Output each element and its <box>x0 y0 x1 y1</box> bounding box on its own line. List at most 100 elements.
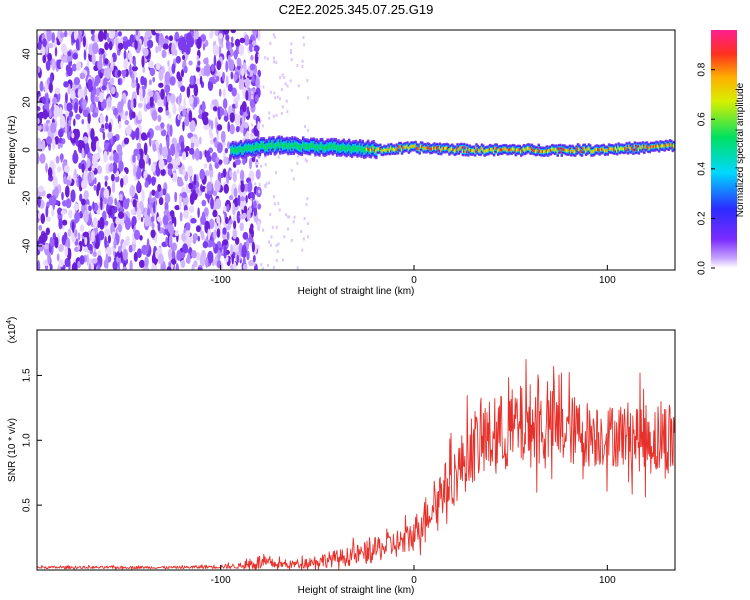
spectrogram-cell <box>303 43 306 47</box>
spectrogram-cell <box>193 30 200 40</box>
spectrogram-cell <box>524 148 527 152</box>
snr-frame <box>36 329 676 571</box>
spectrogram-cell <box>251 75 255 83</box>
spectrogram-cell <box>227 121 231 133</box>
spectrogram-cell <box>161 146 169 159</box>
spectrogram-cell <box>272 195 275 199</box>
spectrogram-cell <box>193 138 200 148</box>
spectrogram-cell <box>65 198 72 209</box>
spectrogram-cell <box>199 168 205 181</box>
spectrogram-cell <box>110 56 114 68</box>
spectrogram-cell <box>50 195 57 206</box>
spectrogram-cell <box>258 190 261 194</box>
spectrogram-cell <box>549 149 553 153</box>
spectrogram-cell <box>118 149 123 158</box>
spectrogram-cell <box>197 60 201 66</box>
spectrogram-cell <box>143 142 148 156</box>
spectrogram-cell <box>246 106 250 115</box>
spectrogram-cell <box>66 179 71 186</box>
spectrogram-cell <box>350 147 354 153</box>
spectrogram-cell <box>40 213 46 224</box>
spectrogram-cell <box>300 229 303 233</box>
spectrogram-cell <box>103 188 110 200</box>
spectrogram-cell <box>441 147 444 151</box>
spectrogram-cell <box>271 225 274 229</box>
spectrogram-cell <box>45 205 49 218</box>
spectrogram-cell <box>196 36 202 50</box>
spectrogram-cell <box>526 146 530 150</box>
spectrogram-cell <box>560 150 563 154</box>
spectrogram-cell <box>197 266 202 270</box>
spectrogram-cell <box>91 258 98 264</box>
spectrogram-cell <box>102 131 106 141</box>
spectrogram-cell <box>601 147 604 151</box>
spectrogram-cell <box>513 147 516 151</box>
snr-scale-exponent: 4 <box>6 320 13 324</box>
spectrogram-cell <box>329 144 332 149</box>
spectrogram-cell <box>58 243 64 253</box>
spectrogram-cell <box>228 59 235 72</box>
spectrogram-cell <box>81 118 85 125</box>
spectrogram-cell <box>222 71 225 82</box>
spectrogram-cell <box>166 94 171 103</box>
spectrogram-cell <box>212 190 218 197</box>
spectrogram-cell <box>239 124 244 134</box>
spectrogram-cell <box>112 135 117 143</box>
spectrogram-cell <box>225 60 229 73</box>
spectrogram-cell <box>165 109 170 116</box>
spectrogram-cell <box>286 110 289 114</box>
spectrogram-cell <box>151 222 155 230</box>
spectrogram-cell <box>182 121 185 132</box>
spectrogram-cell <box>115 218 119 225</box>
spectrogram-cell <box>361 145 365 151</box>
spectrogram-cell <box>124 119 129 126</box>
spectrogram-cell <box>91 153 98 166</box>
spectrogram-cell <box>143 170 148 179</box>
spectrogram-cell <box>78 30 83 37</box>
spectrogram-cell <box>480 146 484 150</box>
spectrogram-cell <box>211 63 215 72</box>
spectrogram-cell <box>518 148 521 152</box>
spectrogram-cell <box>254 52 259 65</box>
spectrogram-cell <box>82 35 86 48</box>
spectrogram-cell <box>275 243 278 247</box>
spectrogram-cell <box>117 245 122 253</box>
spectrogram-cell <box>514 149 517 153</box>
spectrogram-cell <box>186 86 191 98</box>
spectrogram-cell <box>150 164 156 173</box>
spectrogram-cell <box>217 249 221 261</box>
spectrogram-cell <box>53 186 59 199</box>
spectrogram-cell <box>295 142 298 148</box>
spectrogram-cell <box>73 101 78 114</box>
spectrogram-cell <box>234 197 239 208</box>
spectrogram-cell <box>182 54 186 61</box>
spectrogram-cell <box>41 96 46 105</box>
spectrogram-cell <box>233 73 238 82</box>
spectrogram-cell <box>166 266 171 270</box>
spectrogram-cell <box>247 181 253 193</box>
spectrogram-cell <box>92 42 99 55</box>
spectrogram-cell <box>122 266 127 270</box>
spectrogram-cell <box>446 146 450 150</box>
spectrogram-cell <box>188 110 193 123</box>
spectrogram-cell <box>242 263 248 270</box>
spectrogram-cell <box>307 144 310 150</box>
spectrogram-cell <box>301 64 304 68</box>
spectrogram-cell <box>63 30 68 38</box>
spectrogram-cell <box>137 112 142 121</box>
spectrogram-cell <box>249 145 252 151</box>
spectrogram-cell <box>92 217 98 229</box>
spectrogram-cell <box>82 231 90 238</box>
spectrogram-cell <box>47 251 51 265</box>
x-tick-label: 100 <box>599 275 616 286</box>
spectrogram-cell <box>421 144 424 148</box>
spectrogram-cell <box>289 144 293 150</box>
spectrogram-cell <box>77 244 81 251</box>
spectrogram-cell <box>95 87 100 97</box>
spectrogram-cell <box>102 197 108 205</box>
spectrogram-cell <box>148 79 152 86</box>
spectrogram-cell <box>66 66 73 77</box>
spectrogram-cell <box>603 149 607 153</box>
spectrogram-cell <box>122 248 128 261</box>
spectrogram-cell <box>229 123 235 135</box>
